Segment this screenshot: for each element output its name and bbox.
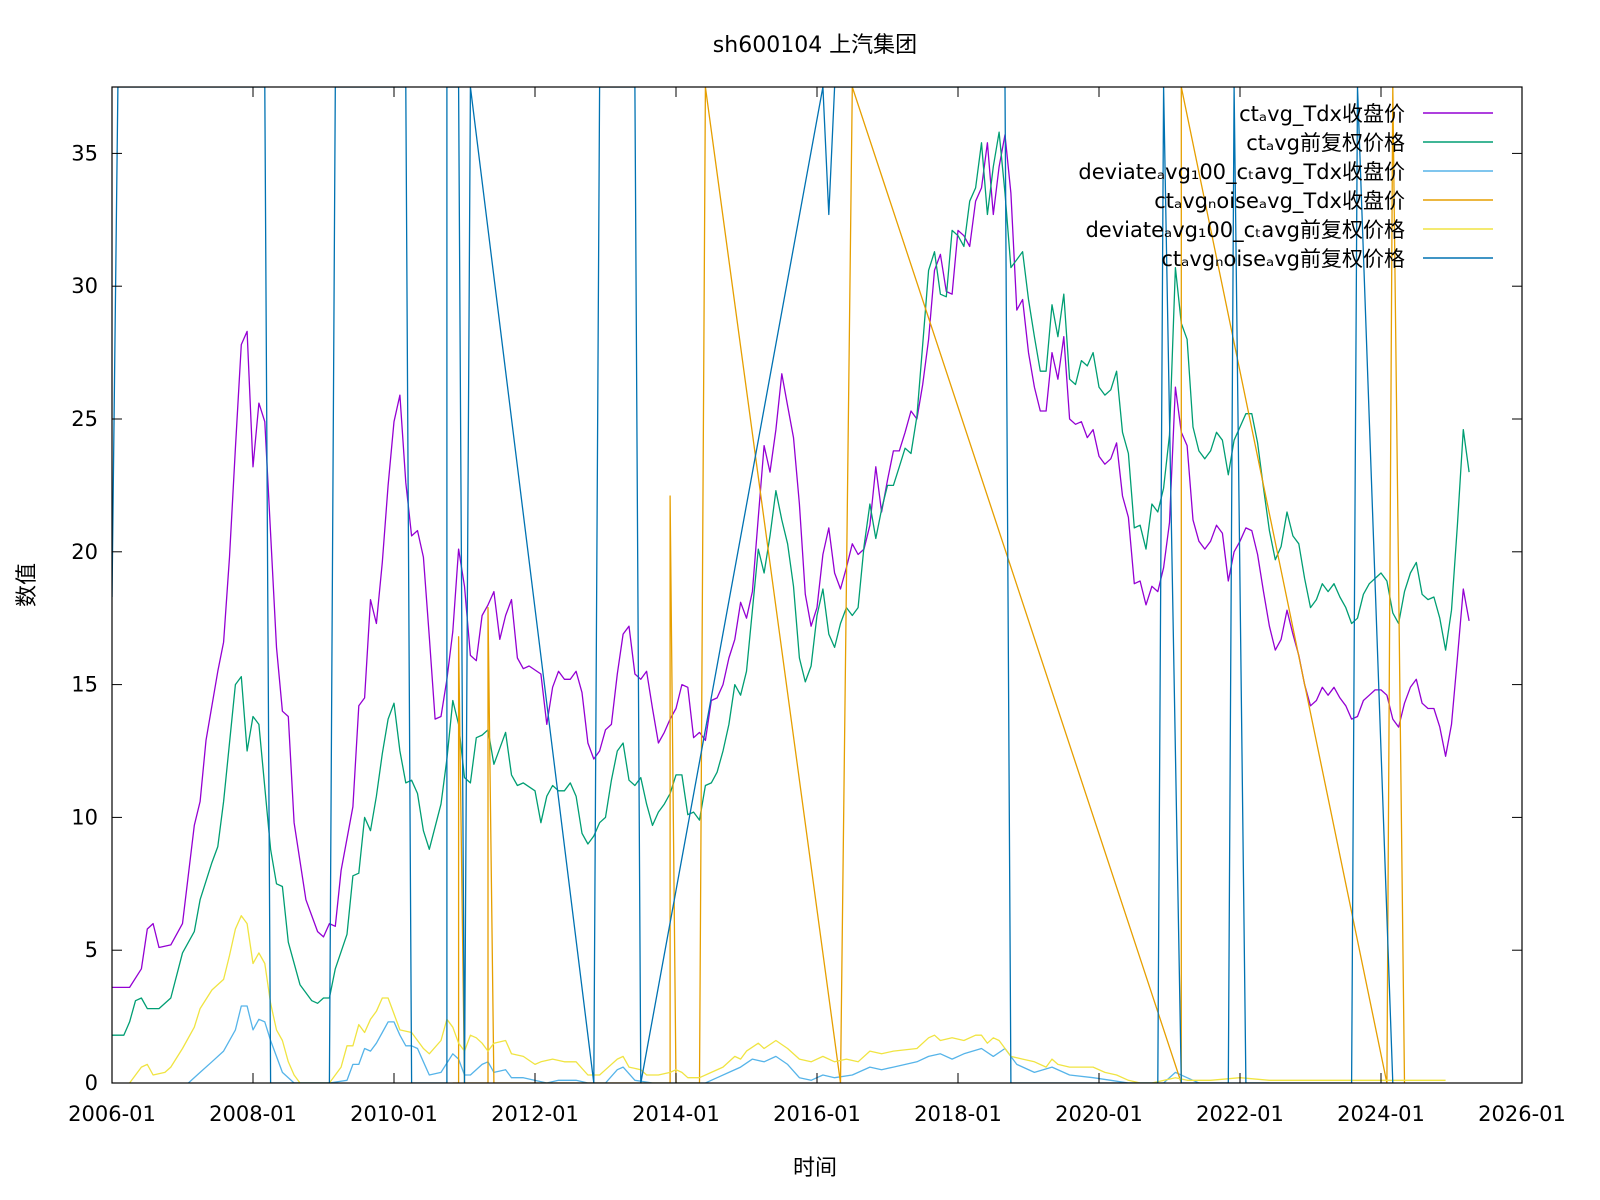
y-tick-label: 25	[71, 407, 98, 431]
legend: ctₐvg_Tdx收盘价 ctₐvg前复权价格 deviateₐvg₁00_cₜav…	[1078, 102, 1493, 271]
x-tick-label: 2010-01	[350, 1102, 438, 1126]
y-axis: 0 5 10 15 20 25 30 35	[71, 141, 1522, 1095]
legend-label: ctₐvgₙoiseₐvg_Tdx收盘价	[1154, 189, 1405, 214]
y-tick-label: 0	[85, 1071, 98, 1095]
series-layer	[112, 87, 1470, 1083]
series-line-1	[112, 134, 1470, 989]
y-tick-label: 5	[85, 938, 98, 962]
x-tick-label: 2006-01	[68, 1102, 156, 1126]
legend-label: ctₐvg前复权价格	[1246, 131, 1405, 155]
x-tick-label: 2016-01	[773, 1102, 861, 1126]
y-tick-label: 35	[71, 141, 98, 165]
legend-label: deviateₐvg₁00_cₜavg_Tdx收盘价	[1078, 160, 1405, 185]
y-axis-label: 数值	[15, 563, 40, 607]
x-axis: 2006-01 2008-01 2010-01 2012-01 2014-01 2016-…	[68, 87, 1566, 1126]
chart-title: sh600104 上汽集团	[713, 33, 917, 58]
legend-label: deviateₐvg₁00_cₜavg前复权价格	[1085, 218, 1405, 243]
x-axis-label: 时间	[793, 1156, 837, 1181]
x-tick-label: 2018-01	[914, 1102, 1002, 1126]
x-tick-label: 2012-01	[491, 1102, 579, 1126]
x-tick-label: 2020-01	[1055, 1102, 1143, 1126]
series-line-2	[112, 131, 1470, 1036]
y-tick-label: 30	[71, 274, 98, 298]
y-tick-label: 20	[71, 540, 98, 564]
y-tick-label: 15	[71, 673, 98, 697]
y-tick-label: 10	[71, 805, 98, 829]
x-tick-label: 2014-01	[632, 1102, 720, 1126]
x-tick-label: 2026-01	[1478, 1102, 1566, 1126]
x-tick-label: 2022-01	[1196, 1102, 1284, 1126]
series-line-5	[129, 915, 1446, 1083]
x-tick-label: 2008-01	[209, 1102, 297, 1126]
legend-label: ctₐvgₙoiseₐvg前复权价格	[1161, 247, 1405, 271]
series-line-3	[187, 1005, 1270, 1083]
legend-label: ctₐvg_Tdx收盘价	[1239, 102, 1405, 127]
x-tick-label: 2024-01	[1337, 1102, 1425, 1126]
